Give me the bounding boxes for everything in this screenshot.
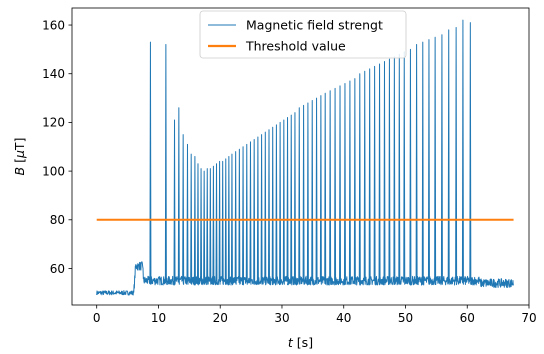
x-tick-label: 70 xyxy=(521,311,536,325)
y-tick-label: 140 xyxy=(42,67,65,81)
y-tick-label: 120 xyxy=(42,116,65,130)
y-axis-unit-open: [ xyxy=(12,158,27,167)
x-tick-label: 0 xyxy=(93,311,101,325)
x-axis-var: t xyxy=(288,335,294,350)
y-tick-label: 100 xyxy=(42,164,65,178)
series-layer xyxy=(96,19,515,296)
ticks-layer: 0 10 20 30 40 50 60 70 60 80 100 120 140 160 xyxy=(42,18,537,325)
y-axis-label: B [μT] xyxy=(12,138,27,176)
x-tick-label: 30 xyxy=(274,311,289,325)
x-tick-label: 50 xyxy=(398,311,413,325)
y-tick-label: 160 xyxy=(42,18,65,32)
y-axis-var: B xyxy=(12,167,27,176)
x-tick-label: 20 xyxy=(213,311,228,325)
x-tick-label: 40 xyxy=(336,311,351,325)
series-magnetic-field-line xyxy=(96,19,515,296)
axes-frame xyxy=(71,7,530,306)
y-axis-unit-mu: μ xyxy=(12,150,27,159)
y-axis-unit-close: T] xyxy=(12,138,27,152)
x-tick-label: 10 xyxy=(151,311,166,325)
legend-label-magnetic-field: Magnetic field strengt xyxy=(246,18,383,33)
x-tick-label: 60 xyxy=(460,311,475,325)
y-tick-label: 60 xyxy=(50,262,65,276)
legend: Magnetic field strengt Threshold value xyxy=(199,10,407,59)
y-tick-label: 80 xyxy=(50,213,65,227)
legend-box xyxy=(199,10,407,59)
x-axis-label: t [s] xyxy=(288,335,313,350)
x-axis-unit: [s] xyxy=(293,335,313,350)
legend-label-threshold: Threshold value xyxy=(245,39,346,54)
